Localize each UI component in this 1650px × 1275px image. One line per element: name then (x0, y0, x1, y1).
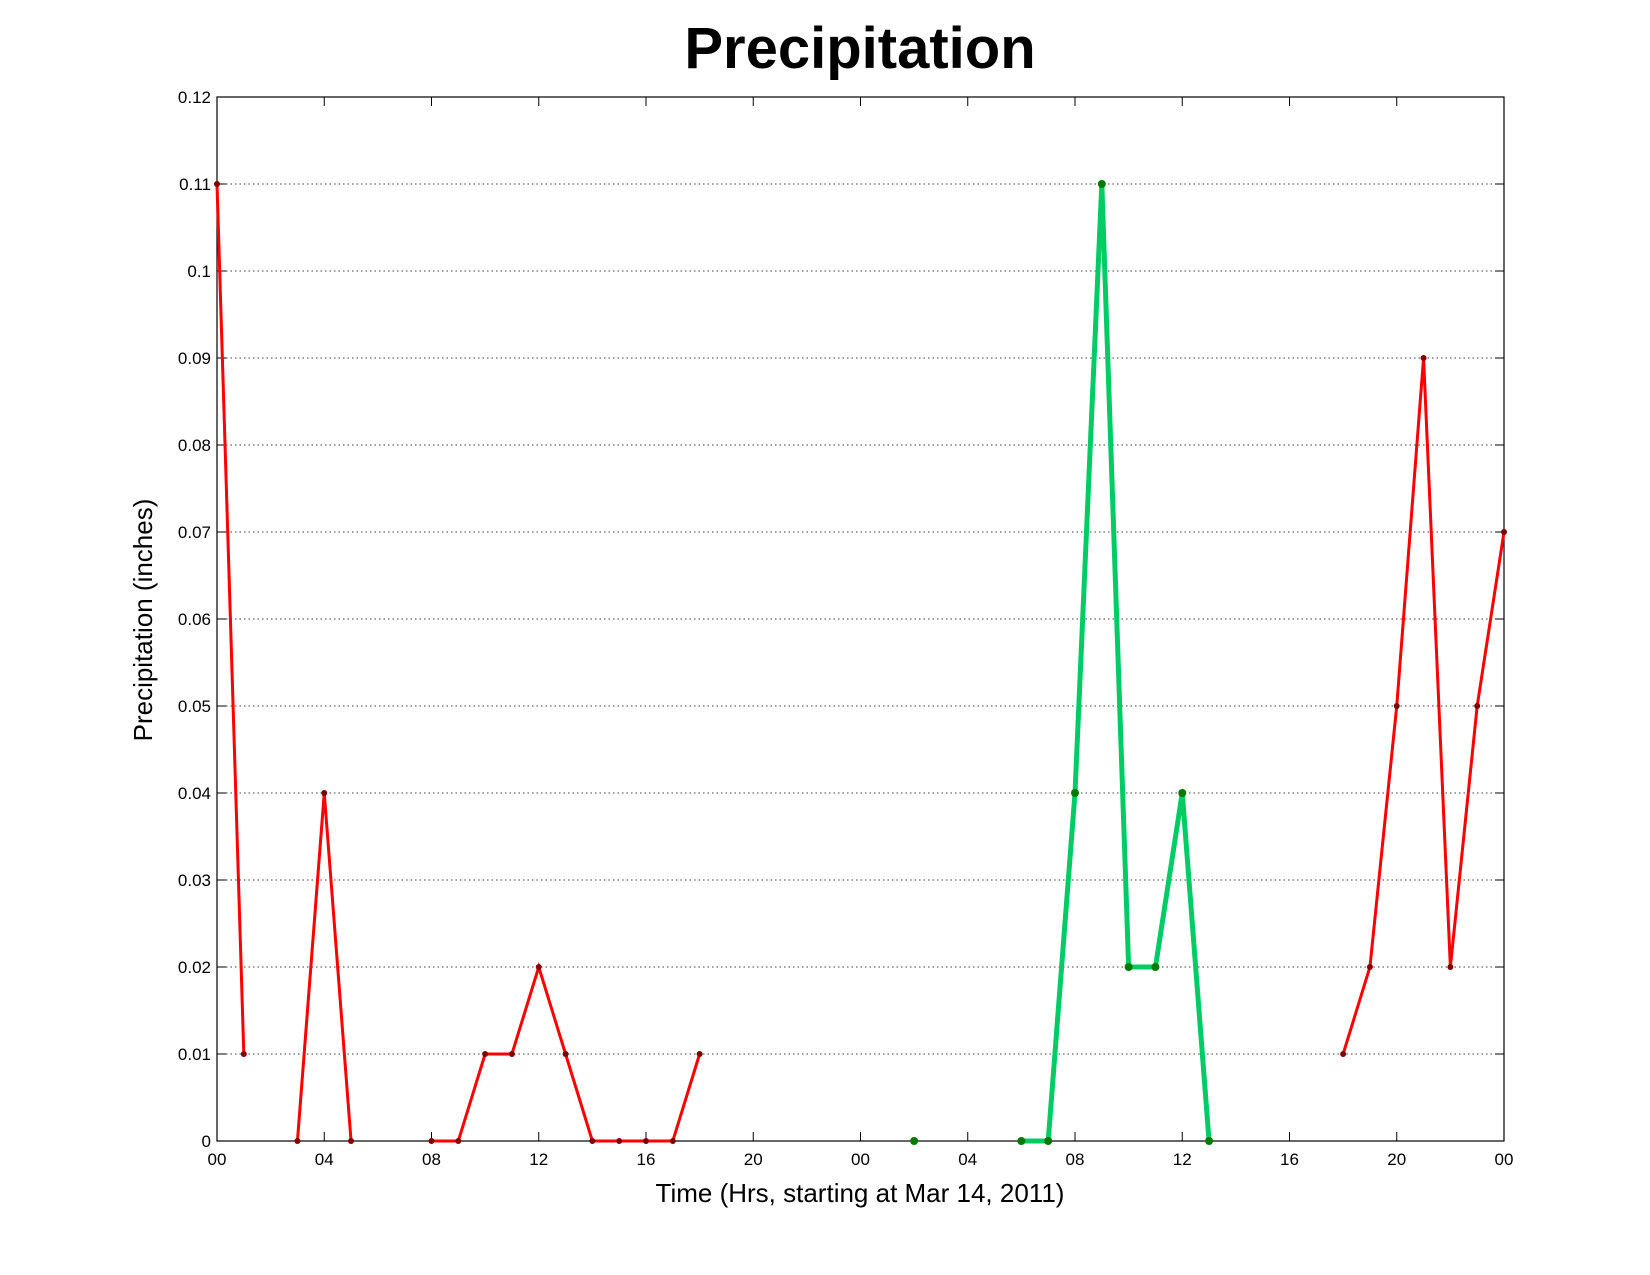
data-point (1474, 703, 1481, 709)
y-tick-label: 0.11 (179, 175, 211, 194)
y-tick-labels: 0 0.01 0.02 0.03 0.04 0.05 0.06 0.07 0.08 0.09 0.1… (178, 88, 211, 1151)
data-series (214, 180, 1507, 1145)
x-tick-label: 20 (744, 1150, 763, 1169)
data-point (1205, 1137, 1214, 1145)
data-point (910, 1137, 919, 1145)
series-1 (910, 180, 1214, 1145)
x-axis-label: Time (Hrs, starting at Mar 14, 2011) (656, 1178, 1065, 1208)
x-tick-labels: 00 04 08 12 16 20 00 04 08 12 16 20 00 (208, 1150, 1514, 1169)
data-point (1071, 789, 1079, 797)
x-tick-label: 12 (1173, 1150, 1192, 1169)
data-point (1420, 355, 1427, 361)
data-point (1501, 529, 1507, 535)
data-point (1447, 964, 1454, 970)
data-point (1340, 1051, 1347, 1057)
y-tick-label: 0 (202, 1132, 211, 1151)
data-point (240, 1051, 247, 1057)
data-point (616, 1138, 623, 1144)
series-line (1021, 183, 1212, 1144)
data-point (1178, 789, 1187, 797)
grid-lines (217, 183, 1504, 1055)
y-tick-label: 0.12 (178, 88, 211, 107)
data-point (1097, 180, 1106, 188)
y-tick-label: 0.05 (178, 697, 211, 716)
data-point (669, 1138, 676, 1144)
x-tick-label: 16 (1280, 1150, 1299, 1169)
x-tick-label: 08 (422, 1150, 441, 1169)
data-point (1044, 1137, 1053, 1145)
data-point (294, 1138, 301, 1144)
x-tick-label: 12 (529, 1150, 548, 1169)
y-tick-label: 0.09 (178, 349, 211, 368)
y-tick-label: 0.07 (178, 523, 211, 542)
data-point (535, 964, 542, 970)
data-point (428, 1138, 435, 1144)
data-point (1151, 963, 1160, 971)
data-point (1017, 1137, 1026, 1145)
y-tick-label: 0.02 (178, 958, 211, 977)
series-0 (214, 181, 1507, 1144)
data-point (696, 1051, 703, 1057)
data-point (1393, 703, 1400, 709)
data-point (508, 1051, 515, 1057)
data-point (562, 1051, 569, 1057)
x-tick-label: 00 (1495, 1150, 1514, 1169)
x-tick-label: 08 (1066, 1150, 1085, 1169)
y-tick-label: 0.04 (178, 784, 211, 803)
data-point (589, 1138, 596, 1144)
y-tick-label: 0.1 (187, 262, 211, 281)
series-line (215, 183, 246, 1055)
data-point (1124, 963, 1133, 971)
data-point (348, 1138, 355, 1144)
chart-title: Precipitation (684, 16, 1035, 81)
x-tick-label: 00 (208, 1150, 227, 1169)
x-tick-label: 16 (637, 1150, 656, 1169)
y-axis-label: Precipitation (inches) (128, 499, 158, 742)
y-tick-label: 0.01 (178, 1045, 211, 1064)
x-tick-label: 04 (315, 1150, 334, 1169)
y-tick-label: 0.03 (178, 871, 211, 890)
x-tick-label: 04 (958, 1150, 977, 1169)
data-point (455, 1138, 462, 1144)
data-point (214, 181, 220, 187)
y-tick-label: 0.08 (178, 436, 211, 455)
x-tick-label: 20 (1387, 1150, 1406, 1169)
data-point (643, 1138, 649, 1144)
x-tick-label: 00 (851, 1150, 870, 1169)
y-tick-label: 0.06 (178, 610, 211, 629)
data-point (482, 1051, 489, 1057)
data-point (321, 790, 328, 796)
data-point (1366, 964, 1373, 970)
